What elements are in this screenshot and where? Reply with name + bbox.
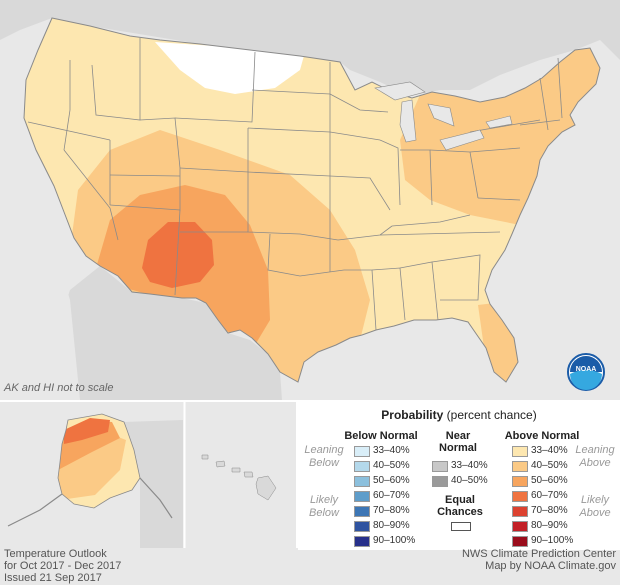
legend-swatch bbox=[512, 461, 528, 472]
scale-note: AK and HI not to scale bbox=[4, 382, 114, 394]
legend-swatch bbox=[354, 536, 370, 547]
noaa-logo-text: NOAA bbox=[575, 366, 597, 373]
equal-chances-label: Equal Chances bbox=[437, 494, 483, 518]
legend-swatch bbox=[354, 461, 370, 472]
map-credits: NWS Climate Prediction Center Map by NOA… bbox=[461, 548, 616, 572]
legend-swatch bbox=[512, 476, 528, 487]
legend-swatch bbox=[512, 536, 528, 547]
legend-swatch bbox=[512, 506, 528, 517]
above-normal-heading: Above Normal bbox=[504, 430, 580, 442]
legend-swatch bbox=[432, 476, 448, 487]
legend-swatch bbox=[354, 476, 370, 487]
legend-swatch bbox=[512, 521, 528, 532]
legend-title: Probability (percent chance) bbox=[381, 408, 537, 422]
legend-swatch bbox=[512, 446, 528, 457]
legend-swatch bbox=[432, 461, 448, 472]
below-normal-heading: Below Normal bbox=[344, 430, 418, 442]
near-normal-heading: Near Normal bbox=[439, 430, 477, 454]
probability-legend: Probability (percent chance) Below Norma… bbox=[298, 402, 620, 550]
leaning-below-label: Leaning Below bbox=[304, 444, 344, 469]
legend-swatch bbox=[512, 491, 528, 502]
legend-swatch bbox=[354, 521, 370, 532]
legend-swatch bbox=[354, 506, 370, 517]
likely-above-label: Likely Above bbox=[579, 494, 611, 519]
equal-chances-swatch bbox=[451, 522, 471, 531]
legend-swatch bbox=[354, 446, 370, 457]
noaa-logo bbox=[567, 353, 605, 391]
outlook-credits: Temperature Outlook for Oct 2017 - Dec 2… bbox=[4, 548, 122, 584]
legend-swatch bbox=[354, 491, 370, 502]
likely-below-label: Likely Below bbox=[309, 494, 339, 519]
leaning-above-label: Leaning Above bbox=[575, 444, 615, 469]
